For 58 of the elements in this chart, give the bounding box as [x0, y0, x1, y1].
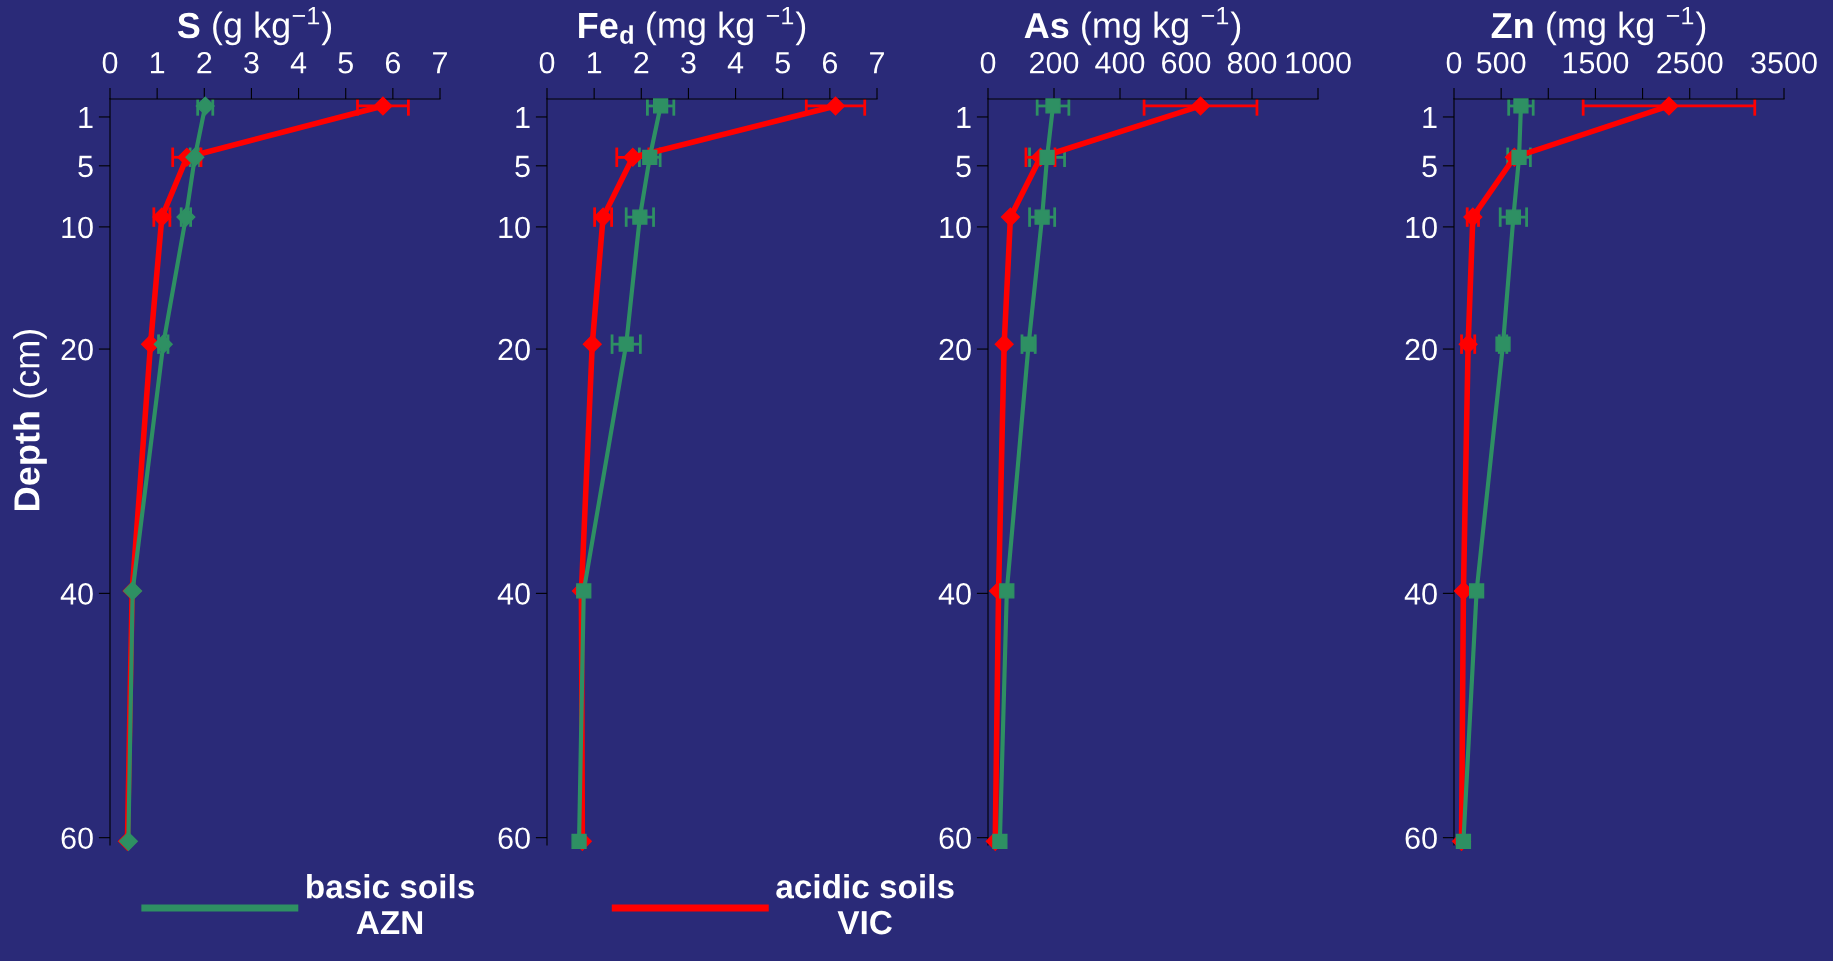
x-tick-label: 4 [727, 52, 744, 74]
chart-title: S (g kg$^{−1}$) [177, 6, 332, 46]
y-tick-label: 10 [499, 216, 530, 239]
x-tick-label: 7 [433, 52, 447, 74]
x-tick-label: 6 [385, 51, 401, 74]
x-tick-label: 5 [775, 52, 790, 74]
y-tick-label: 1 [1423, 107, 1437, 129]
x-tick-label: 0 [539, 51, 555, 74]
legend-label: acidic soils VIC [776, 874, 954, 935]
x-tick-label: 600 [1162, 51, 1211, 74]
y-axis-title: Depth (cm) [13, 329, 47, 510]
x-tick-label: 7 [870, 52, 884, 74]
y-tick-label: 10 [940, 216, 971, 239]
y-tick-label: 5 [78, 155, 93, 178]
x-tick-label: 800 [1227, 51, 1277, 74]
x-tick-label: 400 [1095, 51, 1145, 74]
chart-title: As (mg kg $^{−1}$) [1024, 6, 1241, 46]
x-tick-label: 6 [822, 51, 838, 74]
y-tick-label: 10 [1406, 216, 1437, 239]
y-tick-label: 40 [938, 583, 971, 605]
chart-title: Fe$_{d}$ (mg kg $^{−1}$) [579, 6, 806, 46]
x-tick-label: 1 [587, 52, 602, 74]
x-tick-label: 0 [980, 51, 996, 74]
y-tick-label: 1 [516, 107, 530, 129]
x-tick-label: 200 [1030, 51, 1079, 74]
y-tick-label: 20 [939, 338, 971, 361]
x-tick-label: 1000 [1286, 51, 1351, 74]
x-tick-label: 2500 [1657, 51, 1723, 74]
y-tick-label: 40 [1404, 583, 1437, 605]
x-tick-label: 5 [338, 52, 353, 74]
y-tick-label: 20 [61, 338, 93, 361]
x-tick-label: 1 [150, 52, 165, 74]
y-tick-label: 60 [498, 827, 530, 850]
x-tick-label: 3500 [1751, 51, 1817, 74]
y-tick-label: 20 [1405, 338, 1437, 361]
y-tick-label: 40 [497, 583, 530, 605]
y-tick-label: 60 [1405, 827, 1437, 850]
x-tick-label: 2 [197, 51, 212, 74]
y-tick-label: 40 [60, 583, 93, 605]
x-tick-label: 4 [290, 52, 307, 74]
x-tick-label: 3 [681, 51, 696, 74]
chart-title: Zn (mg kg $^{−1}$) [1491, 6, 1706, 46]
y-tick-label: 1 [79, 107, 93, 129]
y-tick-label: 20 [498, 338, 530, 361]
y-tick-label: 60 [61, 827, 93, 850]
x-tick-label: 2 [634, 51, 649, 74]
x-tick-label: 0 [1446, 51, 1462, 74]
x-tick-label: 500 [1476, 51, 1526, 74]
y-tick-label: 60 [939, 827, 971, 850]
x-tick-label: 1500 [1563, 51, 1629, 74]
legend-label: basic soils AZN [307, 874, 474, 935]
y-tick-label: 5 [1422, 155, 1437, 178]
y-tick-label: 5 [956, 155, 971, 178]
x-tick-label: 3 [244, 51, 259, 74]
y-tick-label: 10 [62, 216, 93, 239]
x-tick-label: 0 [102, 51, 118, 74]
y-tick-label: 5 [515, 155, 530, 178]
y-tick-label: 1 [957, 107, 971, 129]
